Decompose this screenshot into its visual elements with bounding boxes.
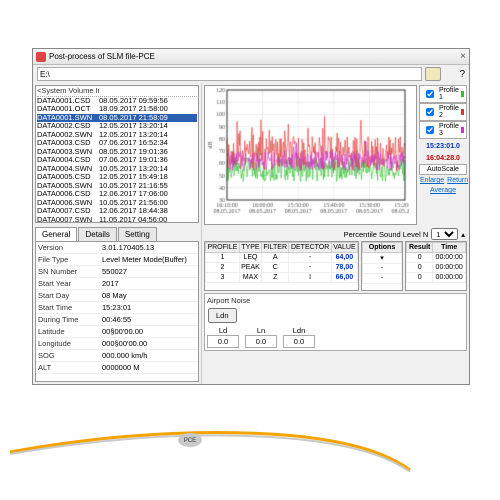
time-end: 16:04:28.0 — [419, 154, 467, 163]
profile-table[interactable]: PROFILETYPEFILTERDETECTORVALUE1LEQA-64,0… — [204, 241, 359, 291]
chart-legend: Profile 1Profile 2Profile 3 15:23:01.0 1… — [419, 85, 467, 225]
options-panel: Options ▾ - - — [361, 241, 403, 291]
tab-details[interactable]: Details — [78, 227, 116, 241]
path-input[interactable] — [37, 67, 422, 81]
brand-swoosh: PCE — [10, 392, 490, 472]
ld-input[interactable] — [207, 335, 239, 348]
ldn-button[interactable]: Ldn — [208, 308, 237, 323]
percentile-bar: Percentile Sound Level N 1 ▴ — [202, 227, 469, 241]
percentile-up[interactable]: ▴ — [461, 230, 465, 239]
legend-item[interactable]: Profile 3 — [419, 121, 467, 139]
details-panel: Version3.01.170405.13File TypeLevel Mete… — [35, 242, 199, 382]
result-table: ResultTime 000:00:00 000:00:00 000:00:00 — [405, 241, 467, 291]
svg-text:PCE: PCE — [184, 438, 196, 444]
tab-general[interactable]: General — [35, 227, 77, 241]
percentile-select[interactable]: 1 — [431, 228, 458, 240]
legend-item[interactable]: Profile 1 — [419, 85, 467, 103]
titlebar: Post-process of SLM file-PCE × — [33, 49, 469, 65]
enlarge-link[interactable]: Enlarge — [419, 176, 445, 185]
detail-tabs: General Details Setting — [35, 227, 199, 242]
close-icon[interactable]: × — [460, 51, 466, 62]
time-start: 15:23:01.0 — [419, 142, 467, 151]
file-row[interactable]: DATA0007.SWN11.05.2017 04:56:00 — [37, 216, 197, 224]
average-link[interactable]: Average — [419, 186, 467, 195]
open-folder-button[interactable] — [425, 67, 441, 81]
app-window: Post-process of SLM file-PCE × ? <System… — [32, 48, 470, 385]
ln-input[interactable] — [245, 335, 277, 348]
airport-noise-group: Airport Noise Ldn Ld Ln Ldn — [204, 293, 467, 351]
percentile-label: Percentile Sound Level N — [344, 230, 429, 239]
autoscale-button[interactable]: AutoScale — [419, 164, 467, 175]
file-list[interactable]: <System Volume Information> DATA0001.CSD… — [35, 85, 199, 223]
chart[interactable] — [204, 85, 417, 225]
group-title: Airport Noise — [207, 296, 464, 305]
window-title: Post-process of SLM file-PCE — [49, 52, 155, 61]
app-icon — [36, 52, 46, 62]
toolbar: ? — [33, 65, 469, 83]
legend-item[interactable]: Profile 2 — [419, 103, 467, 121]
return-link[interactable]: Return — [446, 176, 469, 185]
ldn-input[interactable] — [283, 335, 315, 348]
tab-setting[interactable]: Setting — [118, 227, 157, 241]
